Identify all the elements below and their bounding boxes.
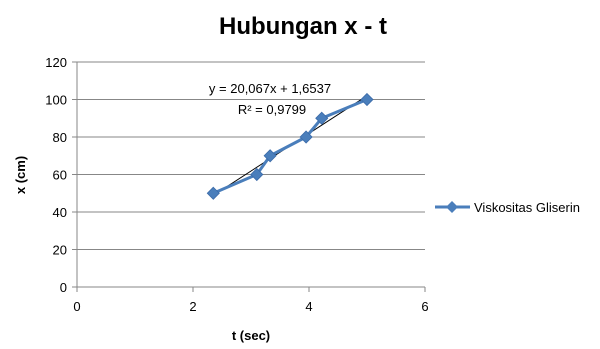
trendline-r2: R² = 0,9799 bbox=[238, 102, 306, 117]
x-tick-label: 2 bbox=[189, 299, 196, 314]
data-point bbox=[360, 92, 374, 107]
legend: Viskositas Gliserin bbox=[435, 200, 580, 215]
x-tick-label: 0 bbox=[73, 299, 80, 314]
trendline-equation: y = 20,067x + 1,6537 bbox=[209, 81, 331, 96]
x-tick-labels: 0 2 4 6 bbox=[73, 299, 428, 314]
y-tick-label: 60 bbox=[53, 168, 67, 183]
y-tick-label: 100 bbox=[45, 93, 67, 108]
y-tick-label: 40 bbox=[53, 205, 67, 220]
data-point bbox=[263, 149, 277, 163]
y-tick-labels: 0 20 40 60 80 100 120 bbox=[45, 55, 67, 295]
series-line bbox=[212, 98, 368, 195]
data-point bbox=[206, 186, 220, 200]
chart-title: Hubungan x - t bbox=[219, 13, 387, 40]
x-tick-label: 6 bbox=[421, 299, 428, 314]
y-axis-label: x (cm) bbox=[13, 156, 28, 194]
y-tick-label: 120 bbox=[45, 55, 67, 70]
axes bbox=[76, 62, 426, 292]
x-axis-label: t (sec) bbox=[232, 328, 270, 343]
data-point bbox=[315, 111, 329, 125]
y-tick-label: 0 bbox=[60, 280, 67, 295]
y-tick-label: 80 bbox=[53, 130, 67, 145]
data-point bbox=[250, 167, 264, 182]
series-group bbox=[206, 92, 374, 200]
y-tick-label: 20 bbox=[53, 243, 67, 258]
data-point bbox=[299, 130, 313, 144]
legend-label: Viskositas Gliserin bbox=[474, 200, 580, 215]
legend-marker bbox=[446, 201, 458, 213]
x-tick-label: 4 bbox=[305, 299, 312, 314]
